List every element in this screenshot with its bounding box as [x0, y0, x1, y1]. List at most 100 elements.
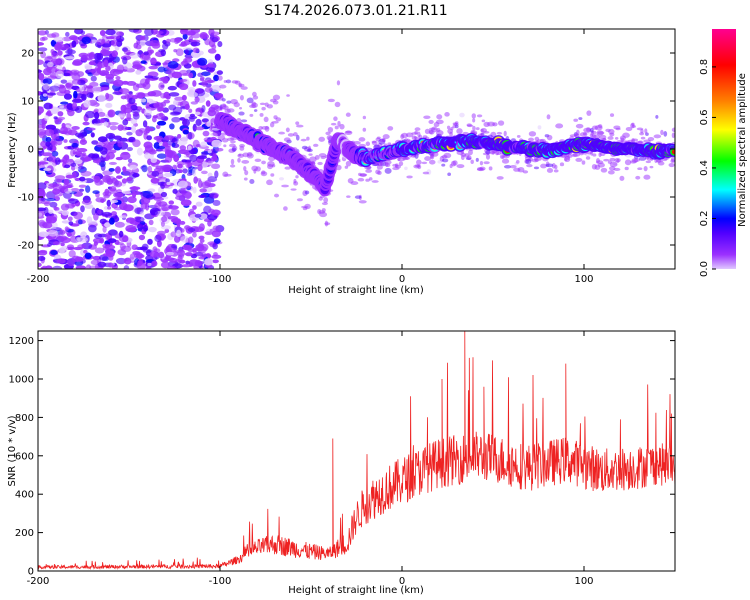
- noise-blob: [123, 49, 131, 55]
- noise-blob: [110, 199, 119, 203]
- noise-blob: [194, 96, 200, 103]
- noise-blob: [130, 185, 138, 194]
- noise-blob: [153, 102, 164, 109]
- spectral-halo: [476, 114, 483, 118]
- noise-blob: [108, 262, 114, 268]
- spectral-halo: [238, 82, 242, 88]
- noise-blob: [73, 90, 78, 99]
- spectral-halo: [624, 159, 632, 166]
- noise-blob: [76, 71, 85, 77]
- noise-blob: [154, 234, 162, 243]
- noise-blob: [143, 51, 149, 56]
- noise-blob: [81, 199, 92, 205]
- noise-blob: [38, 90, 41, 96]
- noise-blob: [99, 180, 105, 185]
- spectral-halo: [224, 108, 231, 114]
- noise-blob: [66, 244, 75, 250]
- noise-blob: [118, 112, 126, 118]
- spectral-halo: [533, 166, 540, 170]
- noise-blob: [40, 197, 46, 202]
- noise-blob: [57, 111, 64, 117]
- noise-blob: [214, 147, 224, 152]
- noise-blob: [150, 57, 157, 65]
- noise-blob: [79, 84, 85, 92]
- noise-blob: [123, 107, 133, 114]
- noise-blob: [113, 69, 124, 73]
- noise-blob: [134, 216, 145, 223]
- noise-blob: [38, 188, 46, 196]
- spectral-halo: [595, 158, 600, 164]
- spectral-halo: [655, 115, 659, 119]
- noise-blob: [144, 75, 154, 79]
- noise-blob: [176, 220, 181, 228]
- noise-blob: [61, 220, 71, 224]
- spectral-halo: [239, 94, 244, 101]
- noise-blob: [205, 100, 211, 107]
- noise-blob: [188, 72, 194, 79]
- spectral-halo: [308, 153, 313, 156]
- spectral-halo: [273, 115, 278, 120]
- noise-blob: [199, 31, 208, 39]
- colorbar-tick-label: 0.8: [699, 59, 710, 75]
- noise-blob: [144, 145, 154, 153]
- noise-blob: [182, 118, 190, 127]
- spectral-halo: [330, 122, 337, 126]
- noise-blob: [102, 243, 111, 248]
- noise-blob: [167, 247, 176, 252]
- noise-blob: [184, 252, 193, 257]
- noise-blob: [85, 85, 93, 89]
- noise-blob: [78, 184, 87, 188]
- noise-blob: [189, 154, 198, 162]
- noise-blob: [38, 231, 49, 238]
- noise-blob: [62, 72, 71, 77]
- spectral-halo: [346, 195, 351, 198]
- spectral-halo: [354, 195, 362, 199]
- noise-blob: [208, 106, 216, 113]
- noise-blob: [38, 161, 49, 165]
- noise-blob: [38, 207, 47, 212]
- noise-blob: [193, 176, 198, 184]
- noise-blob: [146, 135, 153, 141]
- noise-blob: [206, 121, 212, 127]
- spectral-halo: [456, 164, 465, 169]
- spectral-halo: [607, 170, 615, 175]
- noise-blob: [80, 205, 85, 213]
- noise-blob: [122, 204, 134, 212]
- noise-blob: [83, 249, 88, 254]
- noise-blob: [122, 56, 128, 65]
- noise-blob: [119, 137, 128, 142]
- spectral-halo: [485, 149, 491, 155]
- noise-blob: [65, 49, 76, 55]
- spectral-halo: [468, 148, 474, 151]
- noise-blob: [187, 91, 199, 98]
- noise-blob: [84, 203, 94, 209]
- spectral-halo: [526, 164, 533, 168]
- spectral-halo: [249, 113, 254, 117]
- noise-blob: [105, 232, 111, 241]
- spectral-halo: [597, 162, 605, 168]
- noise-blob: [71, 40, 77, 48]
- spectral-halo: [379, 138, 386, 143]
- spectral-halo: [607, 160, 612, 164]
- spectral-halo: [450, 160, 457, 167]
- noise-blob: [127, 196, 137, 204]
- spectral-halo: [513, 167, 521, 172]
- chart-title: S174.2026.073.01.21.R11: [264, 3, 447, 19]
- noise-blob: [85, 264, 92, 269]
- spectral-halo: [259, 102, 266, 106]
- spectral-halo: [480, 128, 484, 132]
- spectral-halo: [353, 141, 361, 145]
- noise-blob: [160, 191, 168, 198]
- noise-blob: [46, 33, 57, 38]
- noise-blob: [144, 108, 153, 116]
- noise-blob: [103, 193, 110, 199]
- spectral-halo: [319, 211, 328, 218]
- noise-blob: [53, 36, 65, 43]
- noise-blob: [71, 126, 80, 130]
- noise-blob: [68, 249, 76, 258]
- noise-blob: [198, 213, 208, 220]
- noise-blob: [62, 155, 70, 164]
- noise-blob: [108, 255, 114, 261]
- noise-blob: [105, 29, 116, 36]
- noise-blob: [59, 104, 65, 109]
